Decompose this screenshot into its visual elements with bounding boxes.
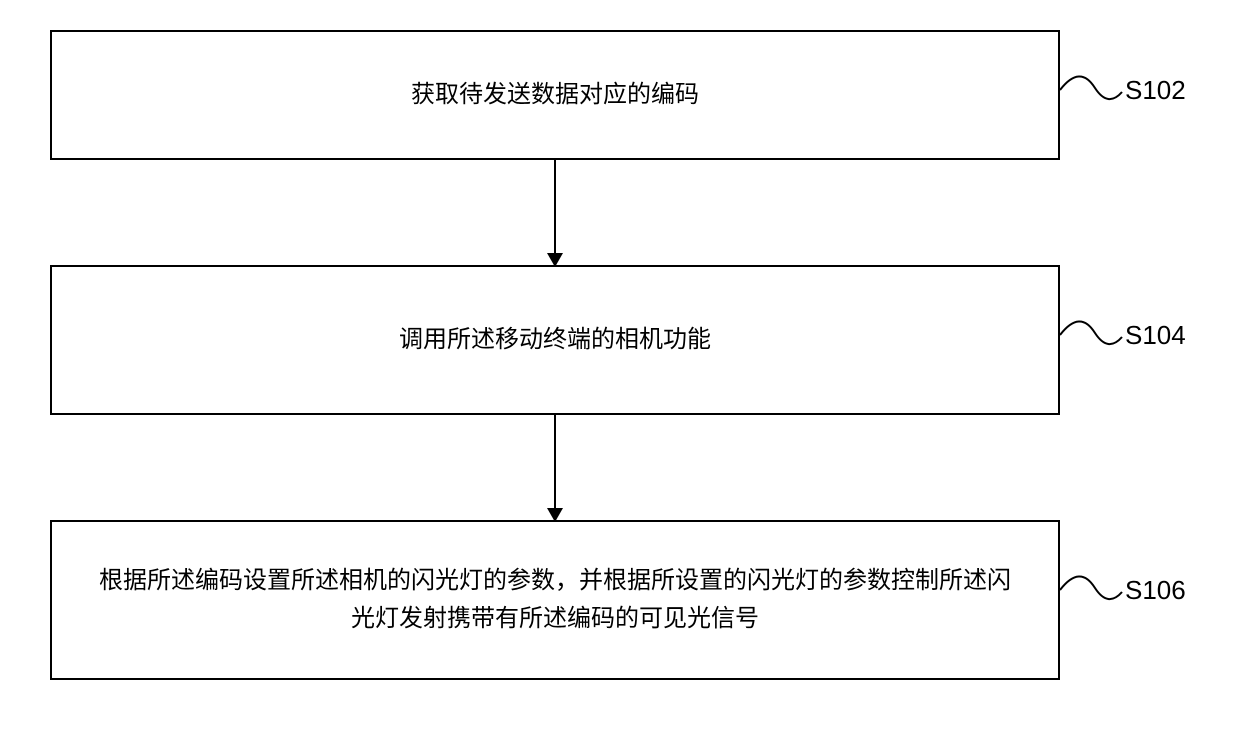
flow-node-s102-text: 获取待发送数据对应的编码 [411,76,699,114]
flow-node-s106: 根据所述编码设置所述相机的闪光灯的参数，并根据所设置的闪光灯的参数控制所述闪光灯… [50,520,1060,680]
arrow-1-2-line [554,160,556,255]
flow-node-s104: 调用所述移动终端的相机功能 [50,265,1060,415]
flow-label-s102: S102 [1125,75,1186,106]
label-connector-s102 [1060,70,1125,110]
label-connector-s106 [1060,570,1125,610]
flow-node-s102: 获取待发送数据对应的编码 [50,30,1060,160]
label-connector-s104 [1060,315,1125,355]
flow-node-s106-text: 根据所述编码设置所述相机的闪光灯的参数，并根据所设置的闪光灯的参数控制所述闪光灯… [95,562,1015,639]
flow-node-s104-text: 调用所述移动终端的相机功能 [399,321,711,359]
flow-label-s104: S104 [1125,320,1186,351]
arrow-2-3-line [554,415,556,510]
flow-label-s106: S106 [1125,575,1186,606]
